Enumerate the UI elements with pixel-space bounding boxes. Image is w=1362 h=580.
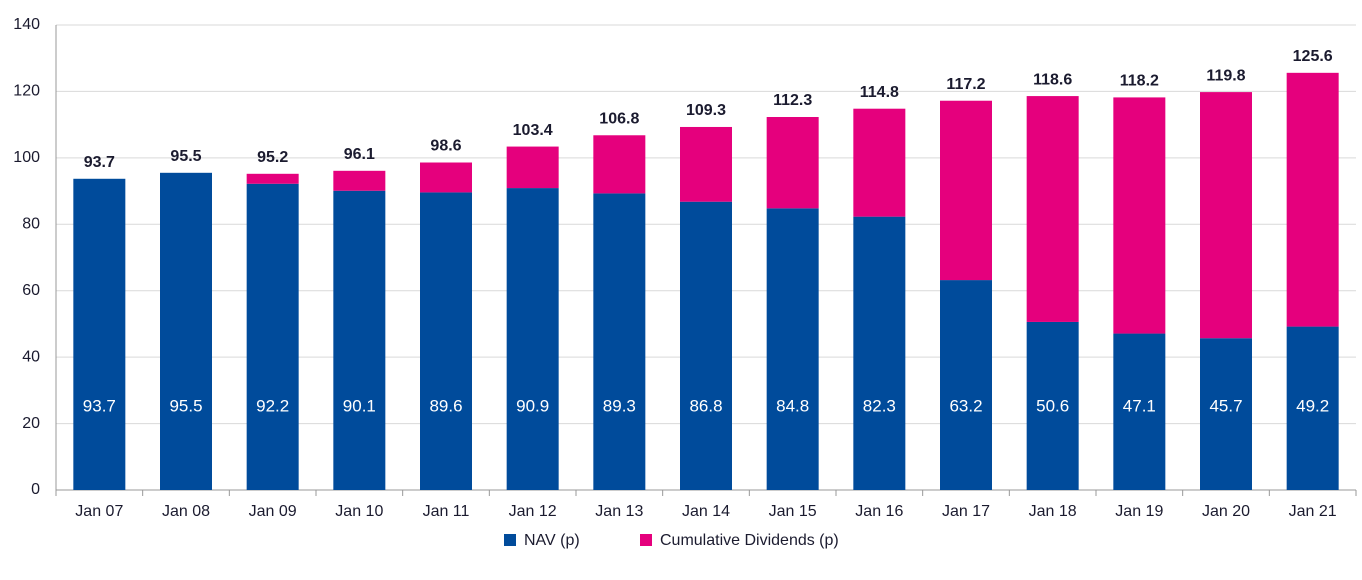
value-label: 93.7 — [83, 396, 116, 415]
total-label: 93.7 — [84, 154, 115, 171]
bar-segment — [1026, 96, 1079, 322]
value-label: 90.1 — [343, 396, 376, 415]
x-tick-label: Jan 08 — [162, 503, 210, 520]
bar-segment — [1113, 333, 1166, 490]
bar-segment — [420, 162, 472, 193]
bar-segment — [246, 173, 299, 184]
value-label: 89.6 — [429, 396, 462, 415]
bar-segment — [246, 183, 299, 490]
value-label: 49.2 — [1296, 396, 1329, 415]
value-label: 82.3 — [863, 396, 896, 415]
total-label: 95.5 — [170, 148, 201, 165]
legend-label: NAV (p) — [524, 532, 580, 549]
y-tick-label: 0 — [31, 481, 40, 498]
bar-segment — [940, 280, 992, 490]
value-label: 90.9 — [516, 396, 549, 415]
total-label: 109.3 — [686, 102, 726, 119]
bar-segment — [333, 190, 386, 490]
y-tick-label: 120 — [13, 83, 40, 100]
total-label: 96.1 — [344, 146, 375, 163]
bar-segment — [940, 100, 992, 281]
value-label: 47.1 — [1123, 396, 1156, 415]
x-tick-label: Jan 15 — [769, 503, 817, 520]
x-tick-label: Jan 19 — [1115, 503, 1163, 520]
value-label: 45.7 — [1209, 396, 1242, 415]
bar-segment — [420, 192, 472, 490]
x-tick-label: Jan 18 — [1029, 503, 1077, 520]
legend-swatch — [640, 534, 652, 546]
bar-segment — [1113, 97, 1166, 334]
x-tick-label: Jan 13 — [595, 503, 643, 520]
value-label: 86.8 — [689, 396, 722, 415]
value-label: 84.8 — [776, 396, 809, 415]
bar-segment — [1200, 92, 1252, 339]
legend-swatch — [504, 534, 516, 546]
total-label: 118.2 — [1120, 73, 1159, 90]
y-tick-label: 60 — [22, 282, 40, 299]
total-label: 118.6 — [1033, 71, 1072, 88]
x-tick-label: Jan 17 — [942, 503, 990, 520]
value-label: 63.2 — [949, 396, 982, 415]
bar-segment — [1286, 326, 1339, 490]
total-label: 125.6 — [1293, 48, 1333, 65]
x-tick-label: Jan 20 — [1202, 503, 1250, 520]
value-label: 89.3 — [603, 396, 636, 415]
x-tick-label: Jan 21 — [1289, 503, 1337, 520]
x-tick-label: Jan 12 — [509, 503, 557, 520]
y-tick-label: 40 — [22, 348, 40, 365]
bar-segment — [680, 201, 732, 490]
bar-segment — [853, 108, 906, 217]
total-label: 106.8 — [599, 110, 639, 127]
x-tick-label: Jan 10 — [335, 503, 383, 520]
bar-segment — [1026, 321, 1079, 490]
bar-segment — [1200, 338, 1252, 490]
value-label: 92.2 — [256, 396, 289, 415]
total-label: 112.3 — [773, 92, 812, 109]
total-label: 95.2 — [257, 149, 288, 166]
total-label: 117.2 — [946, 76, 985, 93]
x-tick-label: Jan 09 — [249, 503, 297, 520]
legend-label: Cumulative Dividends (p) — [660, 532, 839, 549]
value-label: 50.6 — [1036, 396, 1069, 415]
bar-segment — [593, 193, 646, 490]
bar-segment — [593, 135, 646, 194]
bar-segment — [853, 216, 906, 490]
bar-segment — [506, 146, 559, 189]
bar-segment — [506, 188, 559, 490]
total-label: 119.8 — [1206, 67, 1245, 84]
x-tick-label: Jan 14 — [682, 503, 730, 520]
x-tick-label: Jan 07 — [75, 503, 123, 520]
bar-segment — [1286, 72, 1339, 327]
total-label: 114.8 — [860, 84, 899, 101]
bar-segment — [333, 170, 386, 191]
x-tick-label: Jan 11 — [423, 503, 470, 520]
bar-segment — [160, 172, 212, 490]
bar-segment — [73, 178, 126, 490]
total-label: 103.4 — [513, 122, 553, 139]
y-tick-label: 20 — [22, 415, 40, 432]
total-label: 98.6 — [430, 138, 461, 155]
value-label: 95.5 — [169, 396, 202, 415]
x-tick-label: Jan 16 — [855, 503, 903, 520]
y-tick-label: 100 — [13, 149, 40, 166]
bar-segment — [766, 117, 819, 209]
y-tick-label: 80 — [22, 216, 40, 233]
bar-segment — [680, 126, 732, 202]
y-tick-label: 140 — [13, 16, 40, 33]
bar-segment — [766, 208, 819, 491]
